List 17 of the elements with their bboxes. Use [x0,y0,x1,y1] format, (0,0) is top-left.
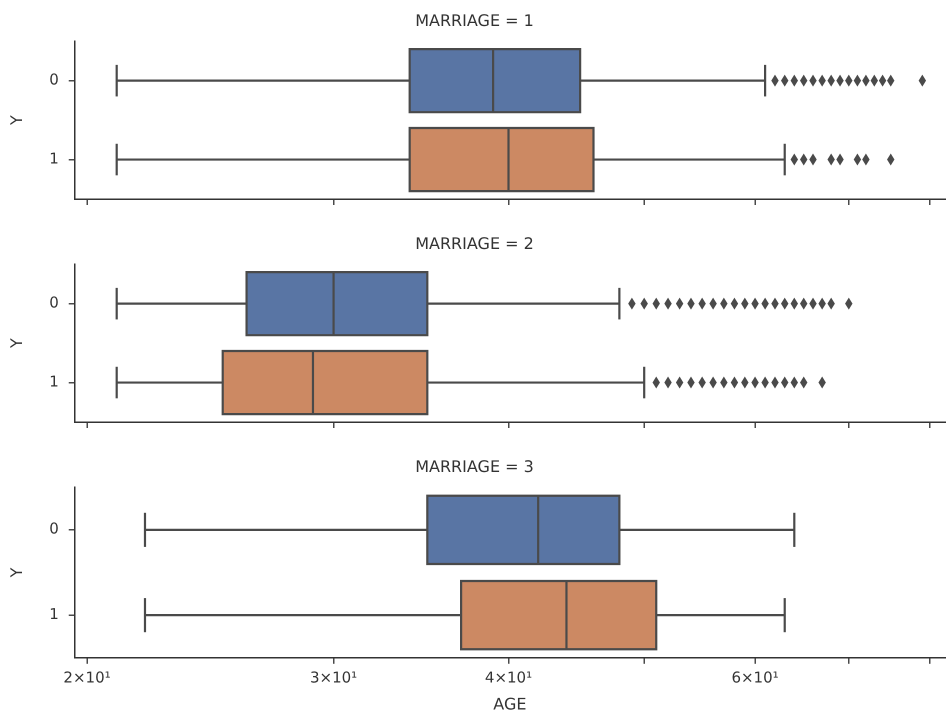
y-tick-label: 0 [49,520,59,538]
x-tick-label: 3×10¹ [310,668,358,687]
y-axis-title: Y [6,114,26,126]
y-tick-label: 1 [49,372,59,390]
x-tick-label: 2×10¹ [63,668,111,687]
y-axis-title: Y [6,567,26,578]
chart-title: MARRIAGE = 3 [415,456,534,476]
x-tick-label: 6×10¹ [731,668,779,687]
x-tick-label: 4×10¹ [484,668,532,687]
y-tick-label: 0 [49,294,59,312]
y-tick-label: 1 [49,149,59,168]
x-axis-title: AGE [493,694,526,714]
y-tick-label: 1 [49,605,59,624]
y-axis-title: Y [6,338,26,349]
y-tick-label: 0 [49,70,59,89]
chart-title: MARRIAGE = 2 [415,234,534,253]
chart-title: MARRIAGE = 1 [415,10,534,30]
